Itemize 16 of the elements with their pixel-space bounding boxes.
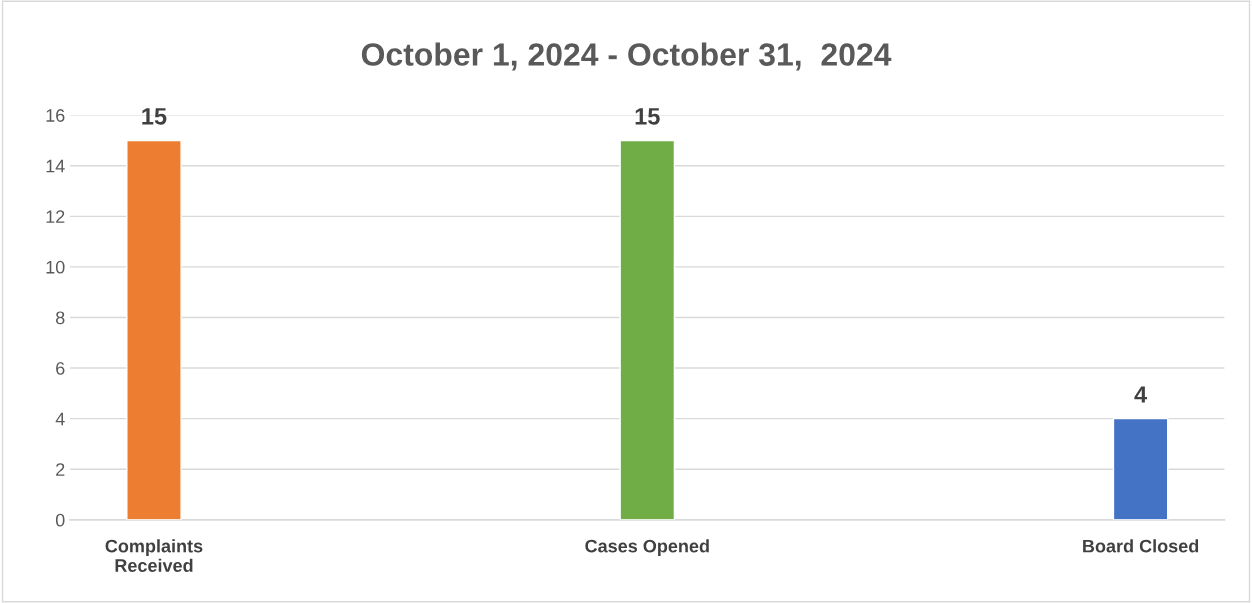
x-tick-label: Complaints Received xyxy=(105,539,203,572)
y-tick-label: 4 xyxy=(55,412,65,426)
y-tick-label: 12 xyxy=(46,210,65,223)
y-tick-label: 10 xyxy=(46,260,65,274)
data-label: 15 xyxy=(635,108,660,125)
y-tick-label: 14 xyxy=(46,159,65,173)
x-tick-label: Board Closed xyxy=(1083,539,1199,553)
y-tick-label: 8 xyxy=(55,311,65,325)
x-tick-label: Cases Opened xyxy=(585,539,709,557)
y-tick-label: 0 xyxy=(55,513,65,527)
chart-title: October 1, 2024 - October 31, 2024 xyxy=(361,42,892,71)
y-tick-label: 6 xyxy=(56,361,65,375)
y-tick-label: 2 xyxy=(56,463,65,476)
data-label: 4 xyxy=(1134,386,1148,403)
y-tick-label: 16 xyxy=(46,109,65,122)
data-label: 15 xyxy=(142,108,167,125)
